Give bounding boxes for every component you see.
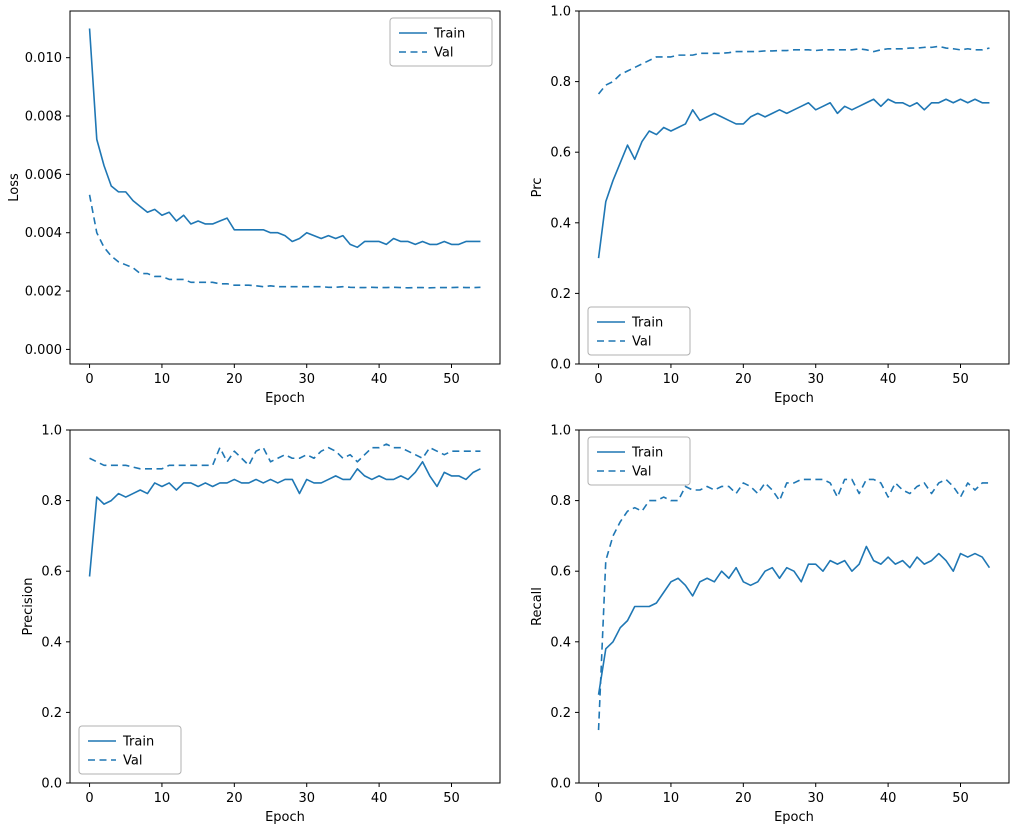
svg-text:0: 0 [85, 372, 93, 387]
svg-text:20: 20 [226, 372, 243, 387]
svg-text:1.0: 1.0 [550, 5, 571, 20]
precision-val-line [89, 443, 481, 470]
svg-text:50: 50 [443, 372, 460, 387]
prc-xlabel: Epoch [774, 391, 814, 406]
svg-text:0.0: 0.0 [550, 358, 571, 373]
svg-text:20: 20 [735, 372, 752, 387]
svg-text:Val: Val [632, 335, 651, 350]
loss-xlabel: Epoch [265, 391, 305, 406]
svg-text:40: 40 [371, 372, 388, 387]
svg-text:Val: Val [123, 754, 142, 769]
prc-ylabel: Prc [530, 178, 545, 198]
svg-text:50: 50 [443, 791, 460, 806]
precision-legend [78, 725, 182, 775]
svg-text:0.000: 0.000 [25, 343, 62, 358]
svg-text:0.006: 0.006 [25, 168, 62, 183]
recall-val-line [597, 478, 990, 731]
svg-text:0.002: 0.002 [25, 285, 62, 300]
precision-chart: 0.0 0.2 0.4 0.6 0.8 1.0 0 10 20 30 40 50 Epoch Precis… [21, 424, 501, 825]
svg-text:0.0: 0.0 [550, 777, 571, 792]
svg-text:30: 30 [298, 372, 315, 387]
svg-text:0.0: 0.0 [41, 777, 62, 792]
precision-train-line [88, 460, 481, 577]
prc-chart: 0.0 0.2 0.4 0.6 0.8 1.0 0 10 20 30 40 50 Epoch Prc Tra… [530, 5, 1010, 406]
svg-text:30: 30 [298, 791, 315, 806]
svg-text:10: 10 [154, 372, 171, 387]
svg-text:40: 40 [880, 372, 897, 387]
svg-text:0.4: 0.4 [550, 635, 571, 650]
recall-chart: 0.0 0.2 0.4 0.6 0.8 1.0 0 10 20 30 40 50 Epoch Recall… [530, 424, 1010, 825]
svg-text:10: 10 [663, 372, 680, 387]
loss-train-line [88, 28, 481, 249]
svg-text:50: 50 [952, 372, 969, 387]
loss-legend [389, 17, 493, 67]
svg-text:20: 20 [735, 791, 752, 806]
svg-text:0.4: 0.4 [550, 216, 571, 231]
recall-train-line [597, 545, 991, 695]
svg-text:0.6: 0.6 [41, 565, 62, 580]
svg-text:0.2: 0.2 [550, 287, 571, 302]
loss-chart: 0.000 0.002 0.004 0.006 0.008 0.010 0 10 20 30 40 5… [7, 10, 501, 406]
svg-text:Val: Val [434, 46, 453, 61]
svg-text:0.008: 0.008 [25, 110, 62, 125]
svg-text:30: 30 [807, 372, 824, 387]
svg-text:0.2: 0.2 [41, 706, 62, 721]
recall-legend [587, 436, 691, 486]
svg-text:Train: Train [631, 316, 663, 331]
svg-text:10: 10 [663, 791, 680, 806]
svg-text:0.6: 0.6 [550, 565, 571, 580]
precision-xlabel: Epoch [265, 810, 305, 825]
svg-text:0.8: 0.8 [41, 494, 62, 509]
svg-text:0.004: 0.004 [25, 226, 62, 241]
loss-val-line [88, 194, 481, 289]
svg-text:0.6: 0.6 [550, 146, 571, 161]
svg-text:0.8: 0.8 [550, 494, 571, 509]
prc-train-line [597, 98, 990, 259]
loss-ylabel: Loss [7, 173, 22, 202]
svg-text:1.0: 1.0 [550, 424, 571, 439]
prc-legend [587, 306, 691, 356]
svg-text:0.2: 0.2 [550, 706, 571, 721]
svg-text:10: 10 [154, 791, 171, 806]
svg-text:20: 20 [226, 791, 243, 806]
svg-text:0: 0 [594, 791, 602, 806]
svg-text:0.4: 0.4 [41, 635, 62, 650]
svg-text:1.0: 1.0 [41, 424, 62, 439]
svg-text:0.010: 0.010 [25, 51, 62, 66]
svg-text:40: 40 [371, 791, 388, 806]
svg-text:Train: Train [433, 27, 465, 42]
svg-text:50: 50 [952, 791, 969, 806]
prc-val-line [597, 45, 990, 95]
recall-ylabel: Recall [530, 587, 545, 626]
svg-text:30: 30 [807, 791, 824, 806]
svg-text:0: 0 [594, 372, 602, 387]
svg-text:40: 40 [880, 791, 897, 806]
svg-text:0: 0 [85, 791, 93, 806]
precision-ylabel: Precision [21, 577, 36, 635]
recall-xlabel: Epoch [774, 810, 814, 825]
svg-text:Train: Train [122, 735, 154, 750]
svg-text:Val: Val [632, 465, 651, 480]
svg-text:0.8: 0.8 [550, 75, 571, 90]
svg-text:Train: Train [631, 446, 663, 461]
